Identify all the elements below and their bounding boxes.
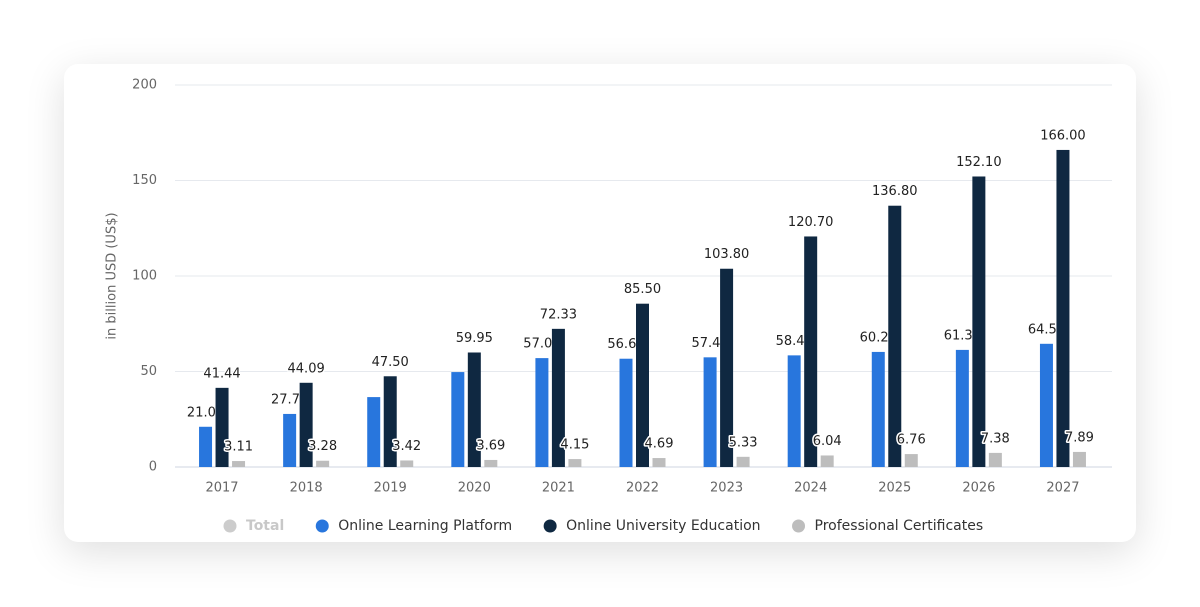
- bar: [451, 372, 465, 467]
- bar: [703, 357, 717, 467]
- bar: [736, 456, 750, 467]
- bar: [199, 426, 213, 467]
- bar: [1039, 343, 1053, 467]
- data-label: 41.44: [203, 366, 240, 381]
- y-tick-label: 0: [149, 460, 157, 475]
- bar: [820, 455, 834, 467]
- y-tick-label: 150: [132, 173, 157, 188]
- bar: [955, 349, 969, 467]
- bar: [787, 355, 801, 467]
- bar: [619, 358, 633, 467]
- x-tick-label: 2027: [1046, 481, 1079, 496]
- data-label: 3.11: [224, 440, 253, 455]
- data-label: 6.76: [897, 433, 926, 448]
- bar: [367, 397, 381, 467]
- bar: [400, 460, 414, 467]
- legend-label: Online University Education: [566, 518, 760, 534]
- bar: [535, 358, 549, 467]
- legend-label: Professional Certificates: [815, 518, 984, 534]
- bar: [871, 351, 885, 467]
- legend-marker: [315, 519, 329, 533]
- data-label: 7.38: [981, 431, 1010, 446]
- legend-label: Total: [246, 518, 284, 534]
- bar: [232, 461, 246, 467]
- bar: [283, 413, 297, 467]
- data-label: 4.69: [645, 437, 674, 452]
- bar: [568, 459, 582, 467]
- data-label: 103.80: [704, 247, 750, 262]
- x-tick-label: 2017: [205, 481, 238, 496]
- bar: [299, 382, 313, 467]
- data-label: 3.28: [308, 439, 337, 454]
- x-tick-label: 2024: [794, 481, 827, 496]
- legend-marker: [223, 519, 237, 533]
- bar: [383, 376, 397, 467]
- bar: [215, 387, 229, 467]
- x-tick-label: 2020: [458, 481, 491, 496]
- y-tick-label: 50: [140, 364, 157, 379]
- bar: [652, 458, 666, 467]
- bar: [636, 303, 649, 467]
- bar: [988, 452, 1002, 467]
- data-label: 166.00: [1040, 128, 1086, 143]
- bar: [804, 236, 818, 467]
- bar: [467, 352, 481, 467]
- x-tick-label: 2023: [710, 481, 743, 496]
- x-tick-label: 2022: [626, 481, 659, 496]
- x-tick-label: 2026: [962, 481, 995, 496]
- bar: [1056, 149, 1070, 467]
- bar: [551, 328, 565, 467]
- data-label: 3.69: [476, 438, 505, 453]
- data-label: 5.33: [729, 435, 758, 450]
- data-label: 120.70: [788, 215, 834, 230]
- y-tick-label: 100: [132, 269, 157, 284]
- bar: [720, 268, 734, 467]
- bar: [888, 205, 902, 467]
- data-label: 3.42: [392, 439, 421, 454]
- bar: [1072, 451, 1086, 467]
- data-label: 136.80: [872, 184, 918, 199]
- bar: [316, 460, 330, 467]
- data-label: 85.50: [624, 282, 661, 297]
- data-label: 44.09: [288, 361, 325, 376]
- x-tick-label: 2021: [542, 481, 575, 496]
- bar: [904, 454, 918, 467]
- bar: [972, 176, 986, 467]
- data-label: 152.10: [956, 155, 1002, 170]
- x-tick-label: 2019: [374, 481, 407, 496]
- data-label: 47.50: [372, 355, 409, 370]
- bar: [484, 459, 498, 467]
- y-tick-label: 200: [132, 78, 157, 93]
- legend-marker: [543, 519, 557, 533]
- data-label: 7.89: [1065, 430, 1094, 445]
- data-label: 4.15: [560, 438, 589, 453]
- legend-marker: [792, 519, 806, 533]
- data-label: 72.33: [540, 307, 577, 322]
- data-label: 59.95: [456, 331, 493, 346]
- x-tick-label: 2018: [290, 481, 323, 496]
- x-tick-label: 2025: [878, 481, 911, 496]
- legend-label: Online Learning Platform: [338, 518, 512, 534]
- data-label: 6.04: [813, 434, 842, 449]
- y-axis-label: in billion USD (US$): [105, 212, 120, 339]
